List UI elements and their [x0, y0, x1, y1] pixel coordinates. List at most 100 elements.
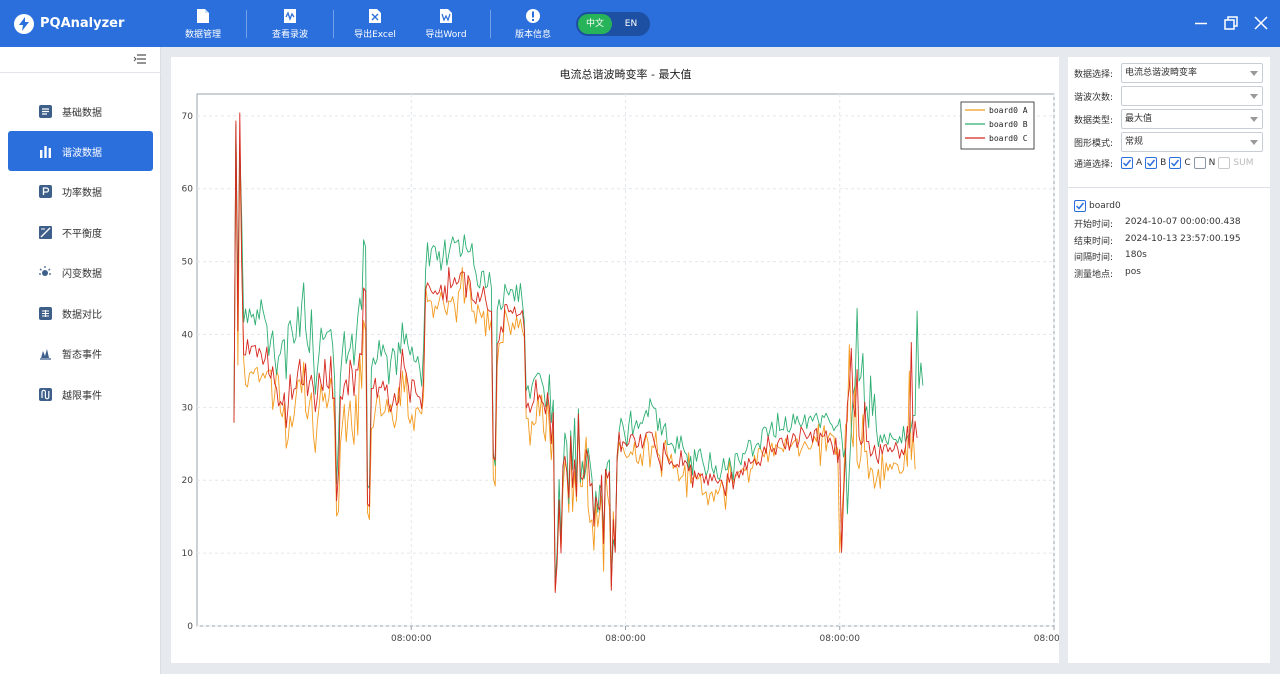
data-select-dropdown[interactable]: 电流总谐波畸变率 [1121, 63, 1263, 83]
series-line-board0-B [233, 124, 924, 583]
interval-value: 180s [1125, 250, 1147, 260]
harmonic-order-row: 谐波次数: [1074, 86, 1263, 106]
data-management-label: 数据管理 [184, 30, 221, 40]
chevron-down-icon [1250, 94, 1258, 99]
x-tick-label: 08:00:00 [820, 634, 861, 644]
sidebar-item-label: 闪变数据 [62, 268, 102, 280]
channel-b-label: B [1160, 158, 1167, 168]
start-time-value: 2024-10-07 00:00:00.438 [1125, 217, 1241, 227]
graph-mode-dropdown[interactable]: 常规 [1121, 132, 1263, 152]
channel-b-checkbox[interactable]: B [1145, 157, 1166, 169]
location-row: 测量地点: pos [1074, 267, 1141, 280]
close-icon[interactable] [1252, 14, 1270, 32]
unchecked-box-icon [1193, 157, 1206, 169]
channel-a-label: A [1136, 158, 1143, 168]
toolbar-separator [490, 10, 491, 38]
sidebar-item-harmonic-data[interactable]: 谐波数据 [8, 131, 153, 171]
sidebar-item-limit-events[interactable]: 越限事件 [8, 374, 153, 414]
y-tick-label: 40 [182, 330, 194, 340]
export-word-button[interactable]: 导出Word [411, 8, 481, 40]
series-line-board0-A [233, 123, 916, 591]
y-tick-label: 60 [182, 185, 194, 195]
board0-checkbox[interactable]: board0 [1074, 200, 1121, 212]
bar-chart-icon [38, 144, 52, 158]
sidebar-item-flicker-data[interactable]: 闪变数据 [8, 252, 153, 292]
y-tick-label: 70 [182, 112, 194, 122]
compare-icon [38, 306, 52, 320]
data-select-row: 数据选择: 电流总谐波畸变率 [1074, 63, 1263, 83]
transient-icon [38, 346, 52, 360]
view-waveform-label: 查看录波 [271, 30, 308, 40]
legend-label: board0 A [989, 106, 1028, 115]
channel-a-checkbox[interactable]: A [1121, 157, 1142, 169]
sidebar-item-label: 越限事件 [62, 390, 102, 402]
series-line-board0-C [233, 112, 918, 593]
version-info-label: 版本信息 [514, 30, 551, 40]
settings-panel: 数据选择: 电流总谐波畸变率 谐波次数: 数据类型: 最大值 图形模式: 常规 … [1068, 57, 1270, 663]
language-toggle[interactable]: 中文 EN [576, 12, 650, 36]
harmonic-chart[interactable]: 电流总谐波畸变率 - 最大值 0 10 20 30 40 50 60 70 08:00:00 08:… [171, 57, 1059, 663]
legend-label: board0 C [989, 134, 1028, 143]
sidebar-item-imbalance[interactable]: 不平衡度 [8, 212, 153, 252]
restore-icon[interactable] [1222, 14, 1240, 32]
minimize-icon[interactable] [1192, 14, 1210, 32]
excel-icon [340, 8, 410, 26]
sidebar-item-data-compare[interactable]: 数据对比 [8, 293, 153, 333]
data-type-label: 数据类型: [1074, 115, 1114, 126]
end-time-row: 结束时间: 2024-10-13 23:57:00.195 [1074, 234, 1241, 247]
export-excel-button[interactable]: 导出Excel [340, 8, 410, 40]
lightning-icon [14, 13, 34, 34]
x-tick-label: 08:00:00 [1034, 634, 1059, 644]
export-word-label: 导出Word [425, 30, 467, 40]
waveform-icon [255, 8, 325, 26]
sidebar-item-basic-data[interactable]: 基础数据 [8, 91, 153, 131]
version-info-button[interactable]: 版本信息 [498, 8, 568, 40]
data-select-value: 电流总谐波畸变率 [1125, 68, 1198, 78]
sidebar-item-label: 功率数据 [62, 187, 102, 199]
y-tick-label: 0 [187, 622, 193, 632]
legend-label: board0 B [989, 120, 1028, 129]
graph-mode-label: 图形模式: [1074, 138, 1114, 149]
limit-icon [38, 387, 52, 401]
data-type-dropdown[interactable]: 最大值 [1121, 109, 1263, 129]
chevron-down-icon [1250, 117, 1258, 122]
title-bar: PQAnalyzer 数据管理 查看录波 导出Excel 导出Word 版本信息… [0, 0, 1280, 47]
y-tick-label: 50 [182, 258, 194, 268]
export-excel-label: 导出Excel [354, 30, 396, 40]
sidebar-item-power-data[interactable]: 功率数据 [8, 171, 153, 211]
list-icon [38, 104, 52, 118]
channel-sum-checkbox: SUM [1218, 157, 1253, 169]
interval-row: 间隔时间: 180s [1074, 250, 1147, 263]
sidebar-item-transient-events[interactable]: 暂态事件 [8, 333, 153, 373]
sidebar-item-label: 谐波数据 [62, 147, 102, 159]
channel-n-checkbox[interactable]: N [1193, 157, 1216, 169]
menu-collapse-icon[interactable] [133, 53, 147, 68]
y-tick-label: 30 [182, 403, 194, 413]
info-icon [498, 8, 568, 26]
view-waveform-button[interactable]: 查看录波 [255, 8, 325, 40]
channel-c-label: C [1184, 158, 1191, 168]
chevron-down-icon [1250, 140, 1258, 145]
language-chinese-option[interactable]: 中文 [578, 14, 612, 34]
sidebar-item-label: 不平衡度 [62, 228, 102, 240]
harmonic-order-dropdown[interactable] [1121, 86, 1263, 106]
start-time-label: 开始时间: [1074, 220, 1114, 230]
app-title: PQAnalyzer [40, 16, 125, 31]
language-english-option[interactable]: EN [624, 19, 638, 29]
sidebar: 基础数据 谐波数据 功率数据 不平衡度 闪变数据 数据对比 暂态事件 [0, 47, 161, 674]
channel-select-row: 通道选择: A B C N SUM [1074, 153, 1256, 173]
checkmark-icon [1169, 157, 1182, 169]
sidebar-item-label: 暂态事件 [62, 349, 102, 361]
channel-c-checkbox[interactable]: C [1169, 157, 1191, 169]
location-value: pos [1125, 267, 1141, 277]
data-type-row: 数据类型: 最大值 [1074, 109, 1263, 129]
checkmark-icon [1074, 200, 1086, 212]
channel-sum-label: SUM [1233, 158, 1254, 168]
channel-n-label: N [1208, 158, 1216, 168]
power-icon [38, 184, 52, 198]
app-logo: PQAnalyzer [14, 0, 124, 47]
x-tick-label: 08:00:00 [605, 634, 646, 644]
word-icon [411, 8, 481, 26]
data-management-button[interactable]: 数据管理 [168, 8, 238, 40]
sidebar-toggle-bar [0, 47, 161, 73]
